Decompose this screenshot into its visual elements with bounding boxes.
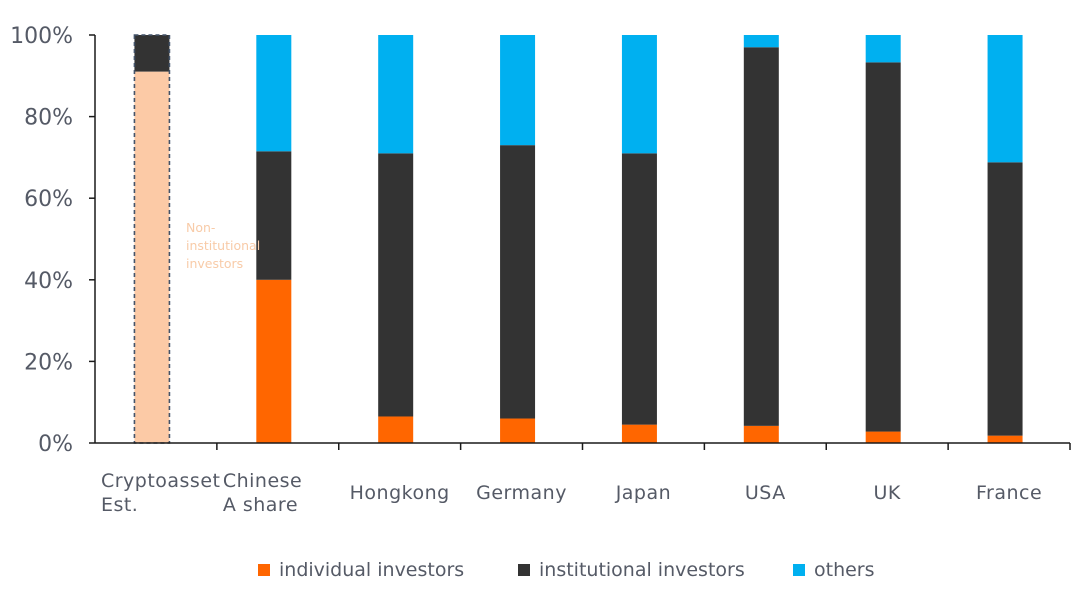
legend-swatch-individual-investors: [258, 564, 270, 576]
y-axis: 0% 20% 40% 60% 80% 100%: [10, 24, 96, 457]
bar-segment-institutional-investors: [865, 62, 901, 432]
x-axis: Cryptoasset Est.Chinese A share Hongkong Ger…: [95, 442, 1071, 516]
y-tick-label: 40%: [24, 269, 73, 294]
bar-segment-individual-investors: [500, 418, 536, 443]
bar-segment-individual-investors: [865, 431, 901, 443]
x-tick-label: UK: [874, 482, 901, 504]
bar-segment-others: [256, 35, 292, 152]
bar-segment-institutional-investors: [987, 162, 1023, 436]
y-tick-label: 0%: [38, 432, 73, 457]
bar-segment-others: [621, 35, 657, 154]
y-tick-label: 80%: [24, 106, 73, 131]
bar-segment-others: [378, 35, 414, 154]
x-tick-label: USA: [745, 482, 786, 504]
bar-segment-individual-investors: [743, 425, 779, 443]
bar-segment-individual-investors: [621, 424, 657, 443]
bars: [134, 35, 1023, 443]
bar-segment-institutional-investors: [500, 145, 536, 419]
y-tick-label: 60%: [24, 187, 73, 212]
bar-segment-individual-investors: [987, 435, 1023, 443]
bar-segment-others: [743, 35, 779, 48]
legend-swatch-others: [793, 564, 805, 576]
bar-segment-institutional-investors: [378, 153, 414, 417]
x-tick-label: Japan: [615, 482, 672, 504]
bar-segment-non-institutional: [134, 71, 170, 443]
legend-swatch-institutional-investors: [518, 564, 530, 576]
x-tick-label: France: [976, 482, 1042, 504]
bar-segment-institutional-investors: [134, 35, 170, 72]
x-tick-label: Chinese A share: [223, 470, 302, 516]
bar-segment-individual-investors: [378, 416, 414, 443]
highlight: Non-institutional investors: [133, 34, 260, 444]
bar-segment-institutional-investors: [621, 153, 657, 425]
y-tick-label: 20%: [24, 350, 73, 375]
y-tick-label: 100%: [10, 24, 73, 49]
legend: individual investors institutional invest…: [258, 559, 875, 581]
x-tick-label: Germany: [476, 482, 567, 504]
legend-label: others: [814, 559, 875, 581]
legend-label: individual investors: [279, 559, 464, 581]
bar-segment-others: [865, 35, 901, 63]
highlight-dashed-outline: [133, 34, 171, 444]
bar-segment-institutional-investors: [256, 151, 292, 280]
x-tick-label: Hongkong: [350, 482, 450, 504]
legend-label: institutional investors: [539, 559, 745, 581]
bar-segment-individual-investors: [256, 279, 292, 443]
bar-segment-others: [987, 35, 1023, 163]
annotation-non-institutional: Non-institutional investors: [186, 220, 260, 271]
bar-segment-institutional-investors: [743, 47, 779, 426]
x-tick-label: Cryptoasset Est.: [101, 470, 221, 516]
bar-segment-others: [500, 35, 536, 146]
